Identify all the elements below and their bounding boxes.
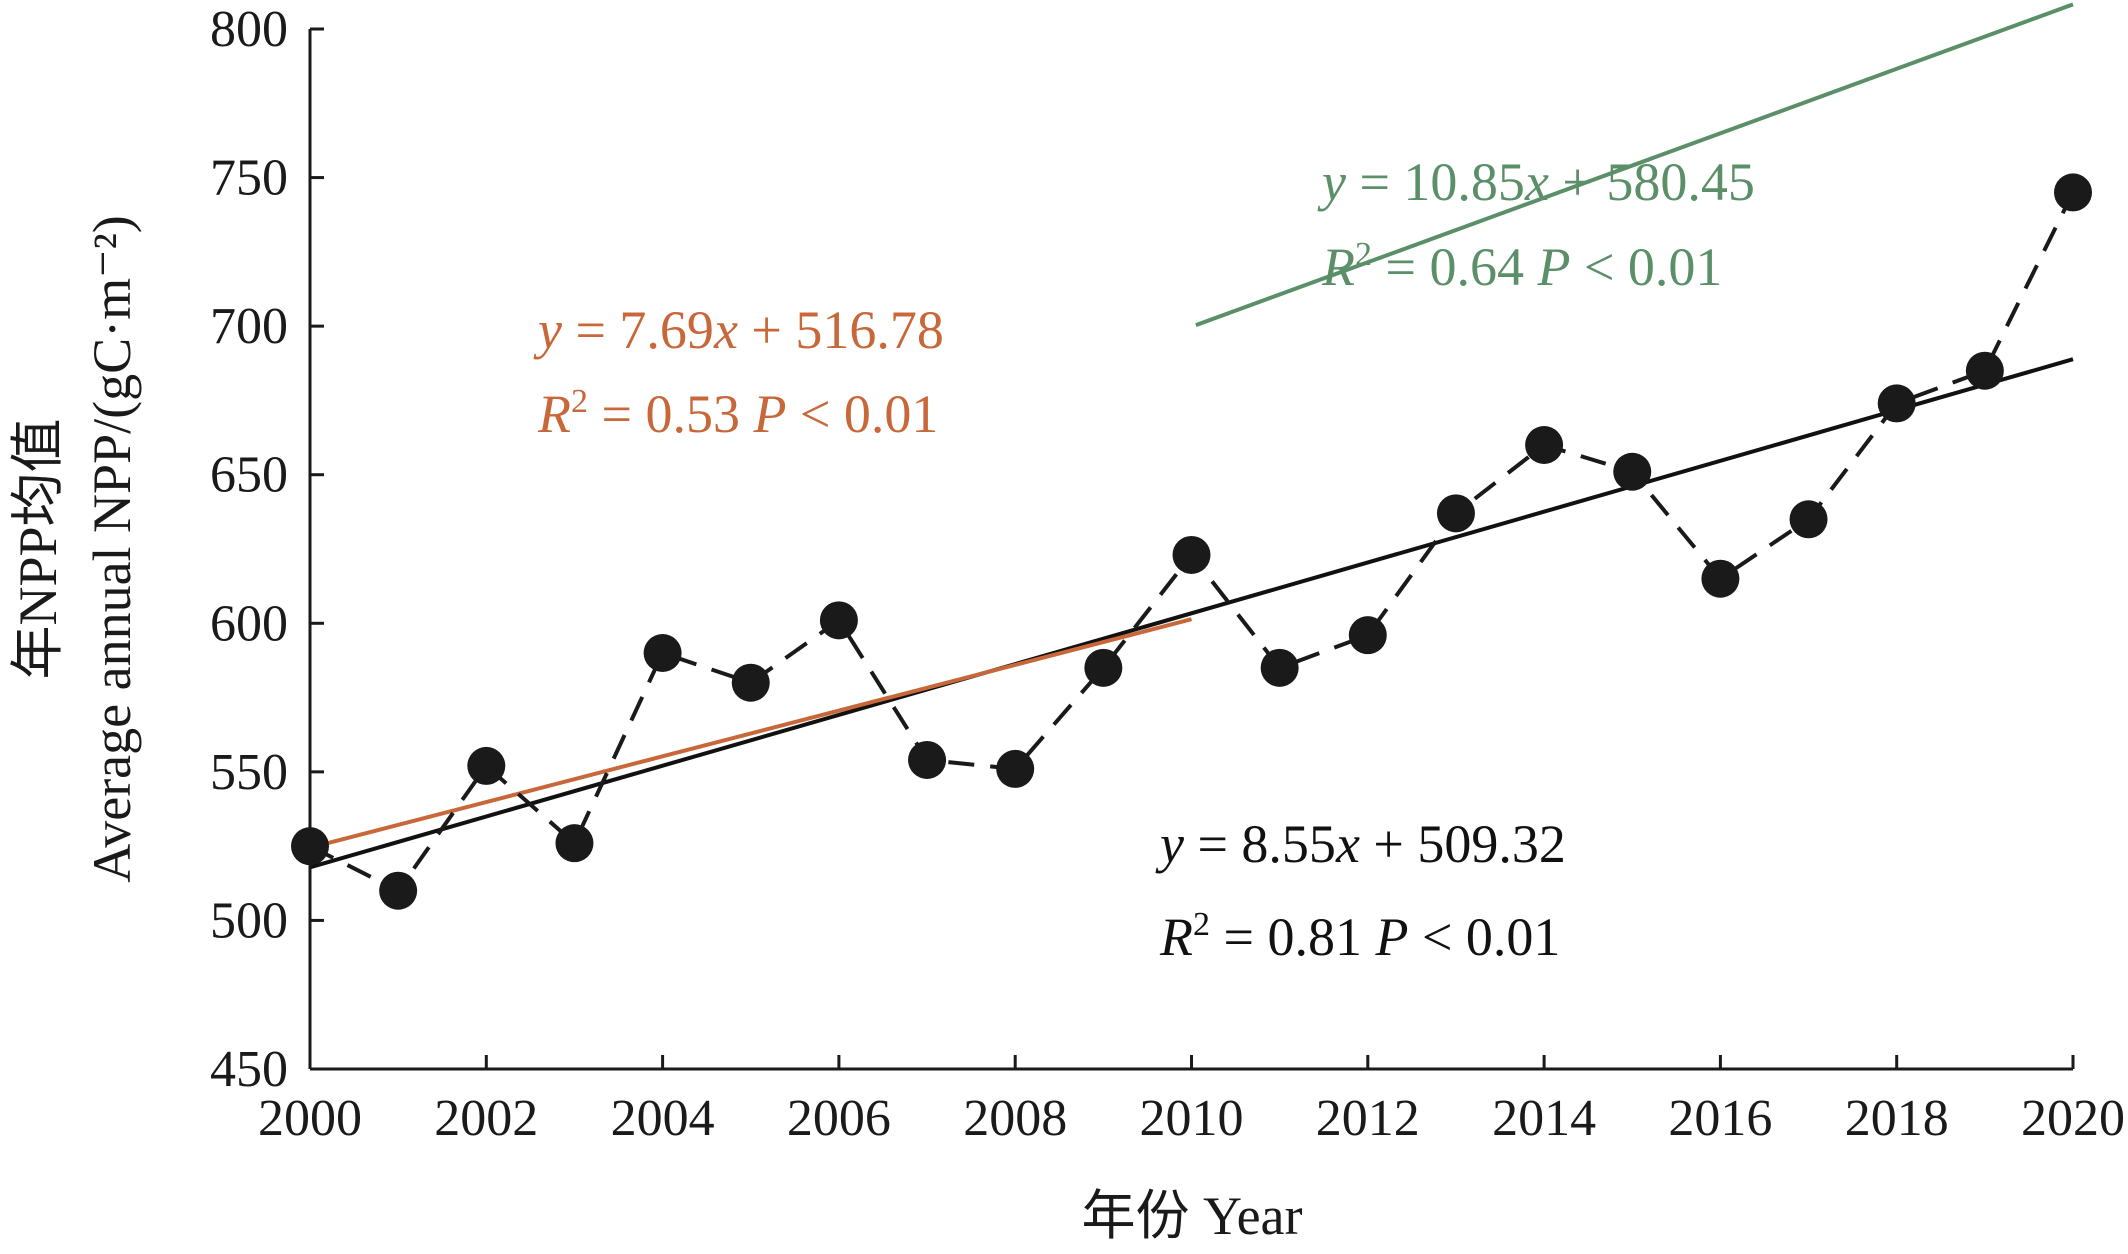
x-tick-label: 2010 [1140,1090,1244,1147]
data-point [555,824,594,863]
x-tick-label: 2020 [2021,1090,2125,1147]
p-value: < 0.01 [786,384,938,444]
equation-part: x [713,300,738,360]
trend-lines [309,2,2074,870]
data-point [467,746,506,785]
r-squared-text: R2 = 0.81 P < 0.01 [1159,906,1560,967]
y-tick-label: 700 [210,298,288,355]
y-tick-label: 500 [210,892,288,949]
data-point [996,749,1035,788]
equation-part: = 8.55 [1184,814,1336,874]
trend-line [1195,2,2074,328]
y-tick-label: 450 [210,1041,288,1098]
data-series [291,173,2092,910]
equation-part: = 7.69 [562,300,714,360]
y-tick-label: 550 [210,744,288,801]
superscript-2: 2 [571,383,588,420]
equation-part: y [1155,814,1184,874]
equation-part: y [1317,152,1346,212]
superscript-2: 2 [1193,906,1210,943]
x-tick-label: 2012 [1316,1090,1420,1147]
y-tick-label: 750 [210,150,288,207]
y-tick-label: 650 [210,447,288,504]
data-point [819,601,858,640]
data-point [1172,535,1211,574]
x-tick-label: 2014 [1492,1090,1596,1147]
y-ticks: 450 500 550 600 650 700 750 800 [210,1,324,1098]
p-value: < 0.01 [1570,237,1722,297]
equation-text: y = 8.55x + 509.32 [1155,814,1566,874]
equation-part: + 516.78 [738,300,944,360]
equation-part: + 509.32 [1360,814,1566,874]
r-squared-value: = 0.64 [1372,237,1537,297]
data-point [1260,648,1299,687]
data-point [1525,426,1564,464]
equation-part: y [533,300,562,360]
y-axis-title-cn: 年NPP均值 [8,418,68,679]
equation-part: = 10.85 [1346,152,1525,212]
y-axis-title: 年NPP均值 Average annual NPP/(gC·m⁻²) [8,215,142,883]
data-point [1613,452,1652,491]
x-tick-label: 2008 [963,1090,1067,1147]
y-tick-label: 600 [210,595,288,652]
x-axis-title: 年份 Year [1081,1186,1302,1246]
data-point [2054,173,2092,212]
data-point [908,740,947,779]
equation-part: x [1335,814,1360,874]
trend-line [309,617,1193,850]
y-axis-title-en: Average annual NPP/(gC·m⁻²) [82,215,142,883]
p-symbol: P [1374,907,1408,967]
data-point [379,871,418,910]
r-symbol: R [1159,907,1193,967]
trend-line [309,357,2074,870]
data-point [1436,494,1475,533]
equation-text: y = 10.85x + 580.45 [1317,152,1755,212]
x-tick-label: 2000 [258,1090,362,1147]
data-point [643,634,682,672]
data-point [1084,648,1123,687]
superscript-2: 2 [1355,236,1372,273]
x-tick-label: 2004 [611,1090,715,1147]
p-value: < 0.01 [1408,907,1560,967]
r-squared-value: = 0.53 [588,384,753,444]
data-point [1877,384,1916,423]
r-squared-value: = 0.81 [1210,907,1375,967]
p-symbol: P [752,384,786,444]
equation-text: y = 7.69x + 516.78 [533,300,944,360]
x-tick-label: 2002 [434,1090,538,1147]
r-squared-text: R2 = 0.53 P < 0.01 [537,383,938,444]
x-ticks: 2000 2002 2004 2006 2008 2010 2012 2014 2016 2018… [258,1055,2125,1147]
equation-part: x [1524,152,1549,212]
y-tick-label: 800 [210,1,288,58]
data-point [1701,559,1740,598]
data-point [1789,500,1828,539]
data-point [731,663,770,702]
r-symbol: R [1321,237,1355,297]
data-point [1348,616,1387,655]
data-point [1965,351,2004,390]
equation-part: + 580.45 [1549,152,1755,212]
x-tick-label: 2018 [1845,1090,1949,1147]
r-squared-text: R2 = 0.64 P < 0.01 [1321,236,1722,297]
x-tick-label: 2016 [1668,1090,1772,1147]
x-tick-label: 2006 [787,1090,891,1147]
r-symbol: R [537,384,571,444]
p-symbol: P [1536,237,1570,297]
